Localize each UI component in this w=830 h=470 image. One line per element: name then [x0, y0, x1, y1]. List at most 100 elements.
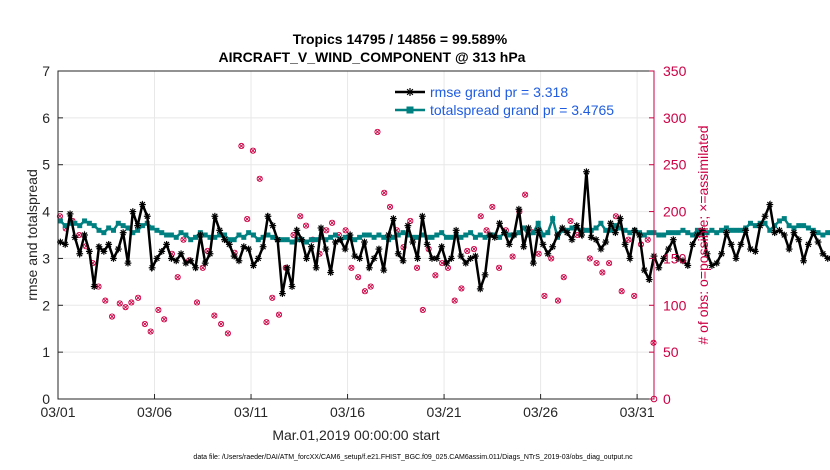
rmse-point [307, 243, 315, 251]
legend: rmse grand pr = 3.318 totalspread grand … [395, 84, 614, 118]
obs-count-point [631, 292, 638, 299]
totalspread-point [361, 232, 367, 238]
totalspread-point [670, 230, 676, 236]
rmse-point [505, 240, 513, 248]
totalspread-point [188, 237, 194, 243]
rmse-point [640, 266, 648, 274]
y-axis-left: 0 1 2 3 4 5 6 7 [42, 63, 63, 407]
rmse-point [172, 257, 180, 265]
totalspread-point [221, 232, 227, 238]
totalspread-point [728, 227, 734, 233]
totalspread-point [704, 230, 710, 236]
totalspread-point [796, 223, 802, 229]
totalspread-point [540, 232, 546, 238]
obs-count-point [458, 285, 465, 292]
totalspread-point [308, 237, 314, 243]
totalspread-point [545, 230, 551, 236]
rmse-point [669, 236, 677, 244]
rmse-point [143, 212, 151, 220]
rmse-point [795, 236, 803, 244]
totalspread-point [641, 232, 647, 238]
y-right-tick-label-6: 300 [663, 110, 687, 126]
rmse-point [554, 231, 561, 239]
obs-count-point [489, 203, 496, 210]
y-left-tick-label-7: 7 [42, 63, 50, 79]
rmse-point [85, 248, 93, 255]
y-left-tick-label-2: 2 [42, 297, 50, 313]
totalspread-point [694, 227, 700, 233]
totalspread-point [183, 232, 189, 238]
obs-count-point [155, 306, 162, 314]
rmse-point [611, 229, 619, 237]
totalspread-point [332, 232, 338, 238]
totalspread-point [656, 232, 662, 238]
totalspread-point [685, 230, 691, 236]
obs-count-point [464, 247, 471, 254]
totalspread-point [448, 234, 454, 240]
obs-count-point [211, 312, 218, 319]
totalspread-point [410, 234, 416, 240]
rmse-point [578, 231, 586, 239]
totalspread-point [815, 230, 821, 236]
obs-count-point [413, 264, 421, 271]
totalspread-point [139, 223, 145, 229]
rmse-point [182, 259, 190, 267]
rmse-point [230, 252, 238, 260]
obs-count-point [483, 227, 490, 234]
totalspread-point [603, 227, 609, 233]
totalspread-point [154, 227, 160, 233]
legend-spread-marker [406, 106, 414, 114]
rmse-point [809, 229, 817, 237]
rmse-point [61, 240, 69, 248]
totalspread-point [86, 220, 92, 226]
obs-count-point [599, 269, 606, 276]
totalspread-point [72, 220, 78, 226]
y-left-tick-label-1: 1 [42, 344, 50, 360]
y-right-tick-label-3: 150 [663, 250, 687, 266]
totalspread-point [159, 230, 165, 236]
rmse-point [433, 255, 441, 262]
rmse-point [457, 252, 465, 260]
totalspread-point [820, 232, 826, 238]
totalspread-point [608, 227, 614, 233]
totalspread-point [550, 216, 556, 222]
totalspread-point [776, 218, 782, 224]
rmse-point [443, 259, 450, 267]
totalspread-point [217, 232, 223, 238]
x-tick-label-2: 03/11 [234, 404, 268, 420]
rmse-point [539, 240, 547, 248]
rmse-point [399, 257, 407, 265]
obs-count-point [509, 253, 516, 260]
obs-count-point [95, 283, 102, 290]
totalspread-point [680, 227, 686, 233]
rmse-point [245, 245, 253, 253]
totalspread-point [178, 230, 184, 236]
rmse-point [742, 226, 750, 234]
rmse-point [76, 250, 84, 258]
rmse-point [90, 283, 98, 290]
obs-count-point [367, 283, 374, 290]
obs-count-point [244, 216, 251, 223]
rmse-point [510, 231, 518, 239]
totalspread-point [328, 234, 334, 240]
totalspread-point [265, 232, 271, 238]
totalspread-point [130, 230, 136, 236]
totalspread-point [284, 237, 290, 243]
rmse-point [544, 250, 552, 258]
rmse-point [645, 276, 653, 283]
rmse-point [327, 269, 335, 276]
rmse-point [679, 257, 687, 265]
rmse-point [196, 231, 204, 239]
totalspread-point [313, 237, 319, 243]
rmse-point [346, 231, 354, 239]
totalspread-point [101, 230, 107, 236]
y-left-tick-label-3: 3 [42, 250, 50, 266]
rmse-point [660, 255, 668, 262]
obs-count-point [567, 217, 574, 224]
totalspread-point [57, 218, 63, 224]
rmse-point [476, 285, 484, 293]
rmse-point [708, 262, 716, 269]
obs-count-point [249, 147, 257, 154]
rmse-point [404, 222, 412, 230]
